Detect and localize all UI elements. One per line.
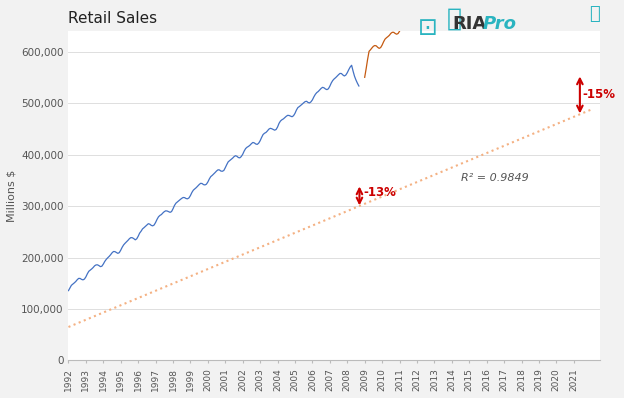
Text: ⬜: ⬜ <box>446 7 461 31</box>
Text: ⊡: ⊡ <box>417 16 437 40</box>
Text: -15%: -15% <box>582 88 615 101</box>
Text: ⛨: ⛨ <box>589 5 600 23</box>
Text: R² = 0.9849: R² = 0.9849 <box>461 173 529 183</box>
Text: -13%: -13% <box>363 186 396 199</box>
Text: RIA: RIA <box>452 15 487 33</box>
Text: Retail Sales: Retail Sales <box>69 11 158 26</box>
Text: Pro: Pro <box>482 15 516 33</box>
Y-axis label: Millions $: Millions $ <box>7 170 17 222</box>
